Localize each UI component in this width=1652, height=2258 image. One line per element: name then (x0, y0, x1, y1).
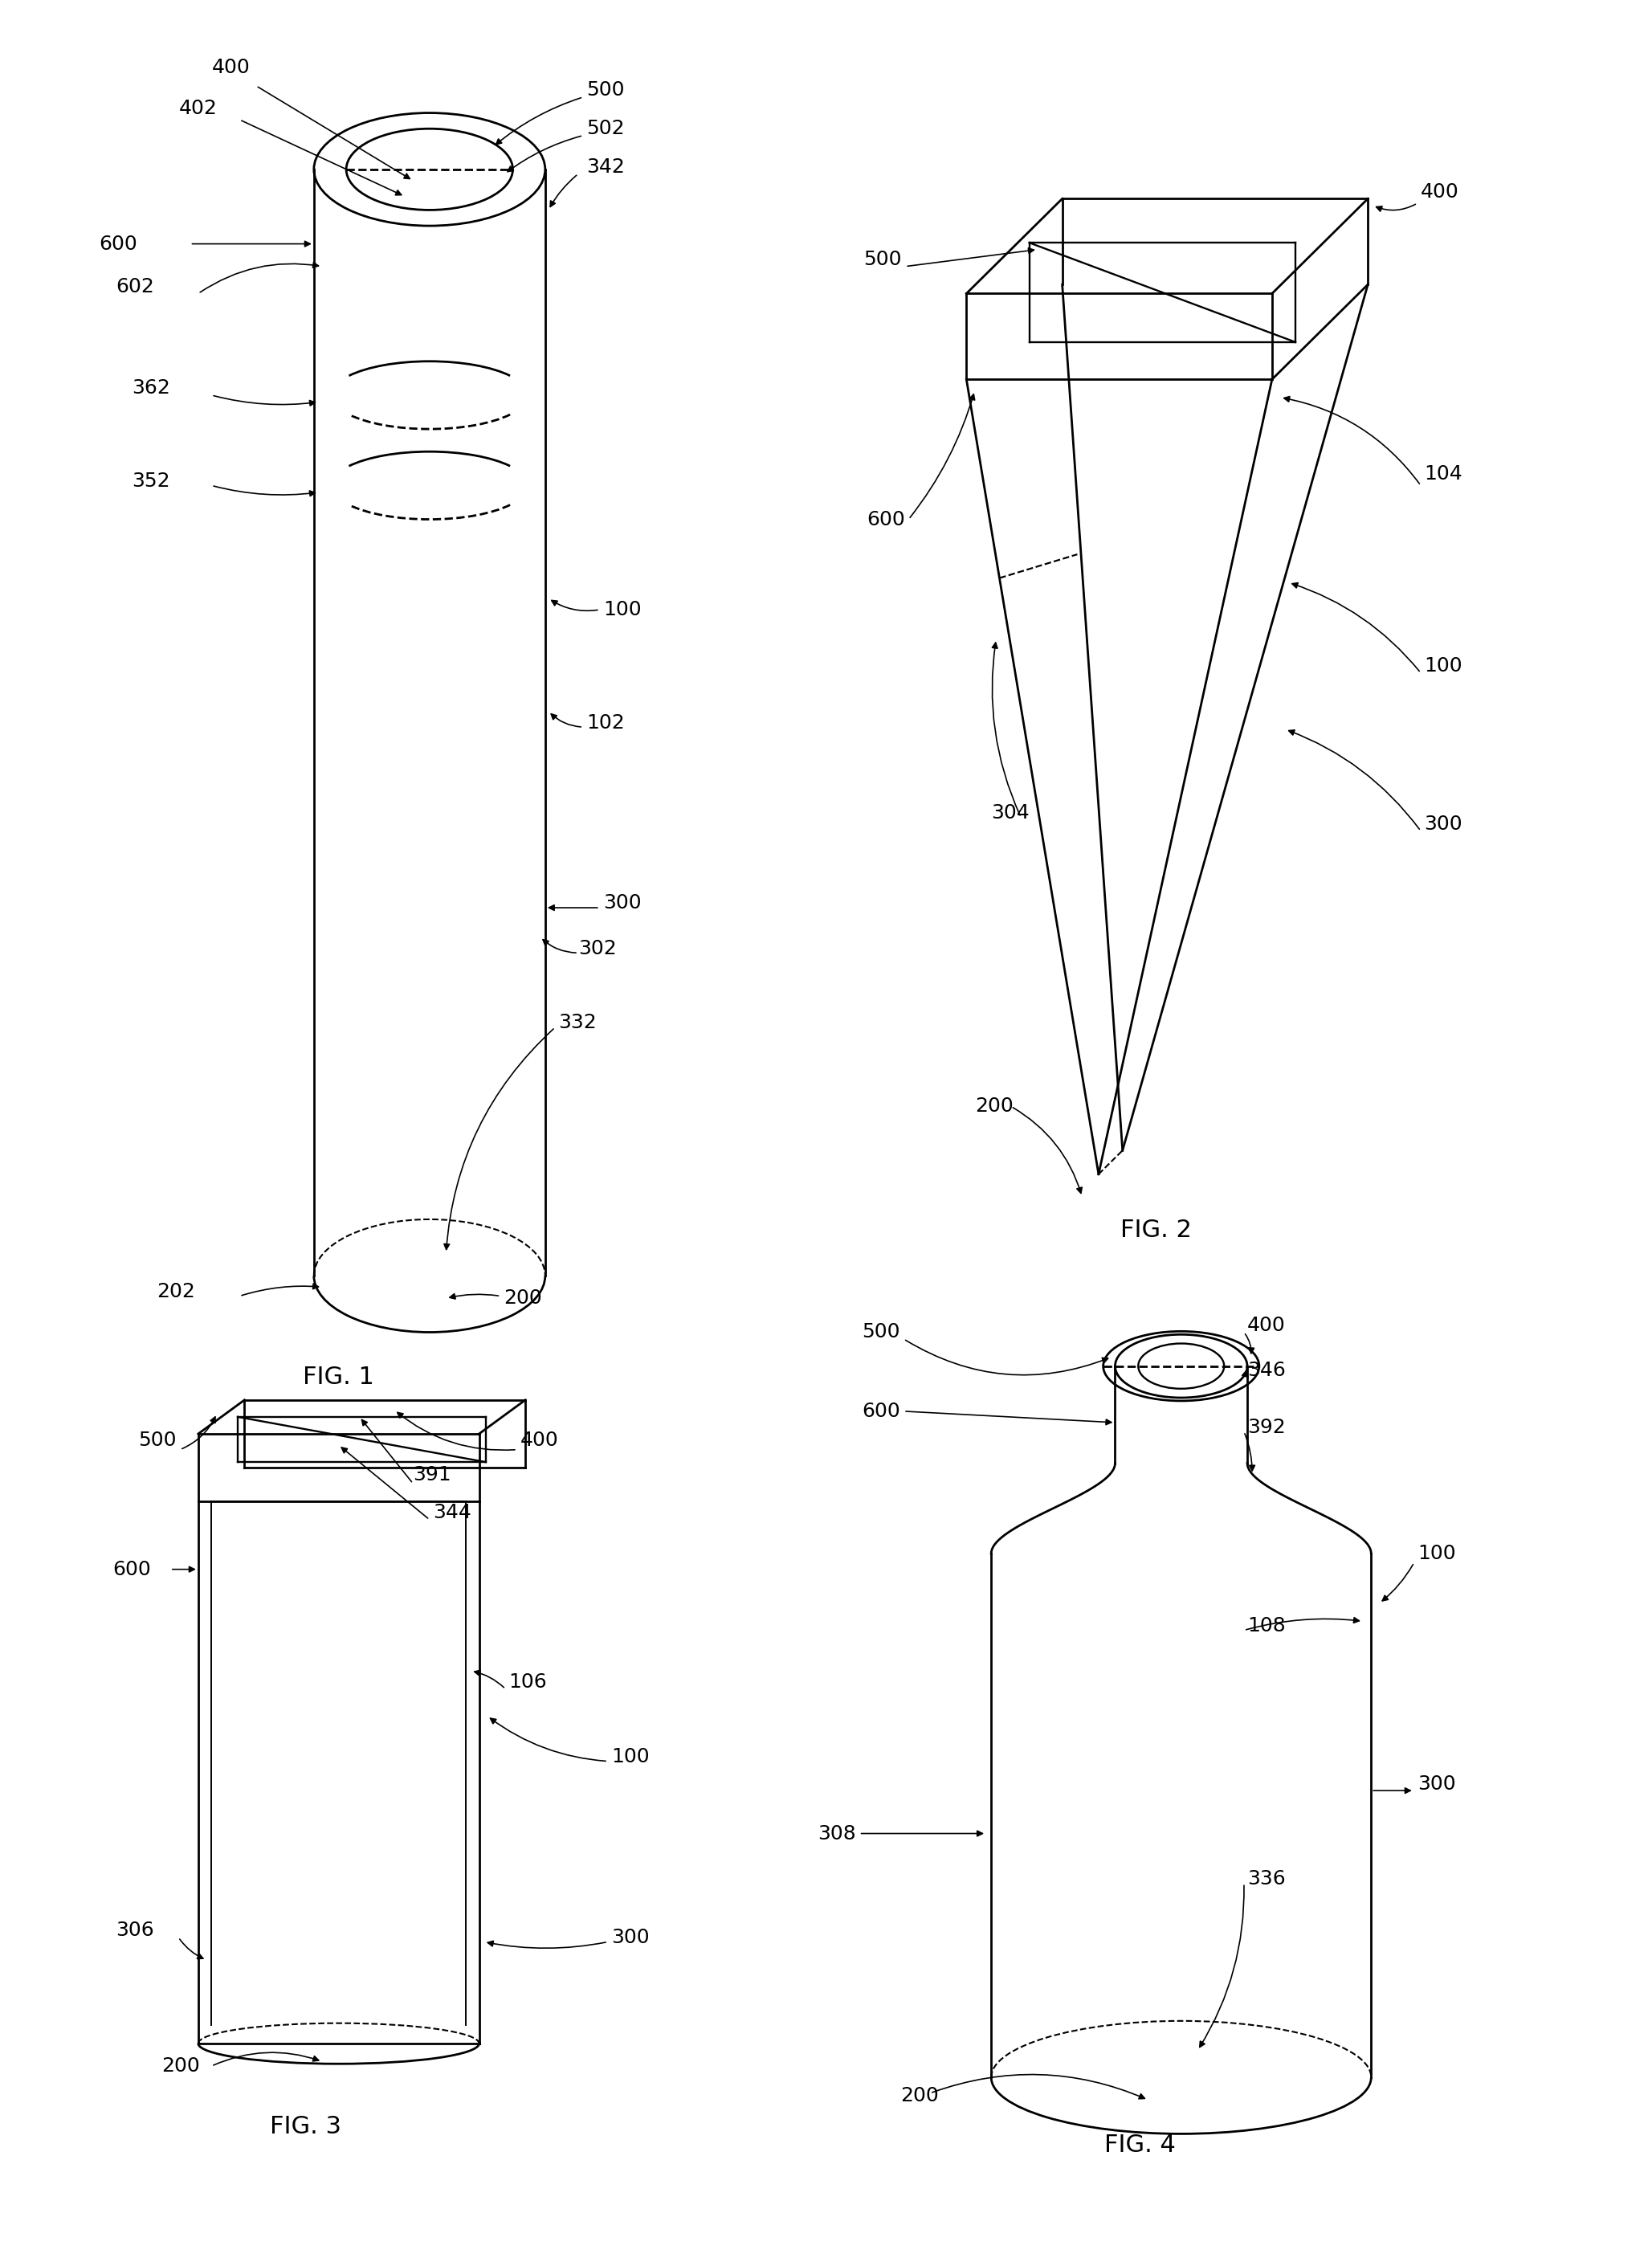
Text: 200: 200 (504, 1289, 542, 1307)
Text: 100: 100 (1424, 657, 1462, 675)
Text: 502: 502 (586, 120, 624, 138)
Text: 352: 352 (132, 472, 170, 490)
Text: 600: 600 (99, 235, 137, 253)
Text: 500: 500 (139, 1432, 177, 1450)
Text: 308: 308 (818, 1824, 856, 1843)
Text: 362: 362 (132, 379, 170, 397)
Text: FIG. 4: FIG. 4 (1104, 2134, 1176, 2156)
Text: 332: 332 (558, 1014, 596, 1032)
Text: 500: 500 (586, 81, 624, 99)
Text: 602: 602 (116, 278, 154, 296)
Text: 336: 336 (1247, 1870, 1285, 1888)
Text: 300: 300 (1417, 1775, 1455, 1793)
Text: 300: 300 (603, 894, 641, 912)
Text: 500: 500 (864, 251, 902, 269)
Text: 400: 400 (211, 59, 251, 77)
Text: 500: 500 (862, 1323, 900, 1341)
Text: 200: 200 (900, 2086, 938, 2104)
Text: 342: 342 (586, 158, 624, 176)
Text: 200: 200 (162, 2057, 200, 2075)
Text: 100: 100 (603, 601, 641, 619)
Text: FIG. 1: FIG. 1 (302, 1366, 375, 1389)
Text: 391: 391 (413, 1465, 451, 1484)
Text: 344: 344 (433, 1504, 471, 1522)
Text: FIG. 3: FIG. 3 (269, 2116, 342, 2138)
Text: 202: 202 (157, 1283, 195, 1301)
Text: 400: 400 (1247, 1316, 1285, 1334)
Text: FIG. 2: FIG. 2 (1120, 1219, 1193, 1242)
Text: 304: 304 (991, 804, 1029, 822)
Text: 300: 300 (611, 1928, 649, 1946)
Text: 400: 400 (520, 1432, 558, 1450)
Text: 104: 104 (1424, 465, 1462, 483)
Text: 300: 300 (1424, 815, 1462, 833)
Text: 102: 102 (586, 714, 624, 732)
Text: 306: 306 (116, 1922, 154, 1940)
Text: 100: 100 (1417, 1544, 1455, 1563)
Text: 600: 600 (862, 1402, 900, 1420)
Text: 108: 108 (1247, 1617, 1285, 1635)
Text: 600: 600 (867, 510, 905, 528)
Text: 600: 600 (112, 1560, 150, 1578)
Text: 302: 302 (578, 939, 616, 957)
Text: 106: 106 (509, 1673, 547, 1691)
Text: 100: 100 (611, 1748, 649, 1766)
Text: 200: 200 (975, 1097, 1013, 1115)
Text: 402: 402 (178, 99, 218, 117)
Text: 392: 392 (1247, 1418, 1285, 1436)
Text: 400: 400 (1421, 183, 1459, 201)
Text: 346: 346 (1247, 1362, 1285, 1380)
